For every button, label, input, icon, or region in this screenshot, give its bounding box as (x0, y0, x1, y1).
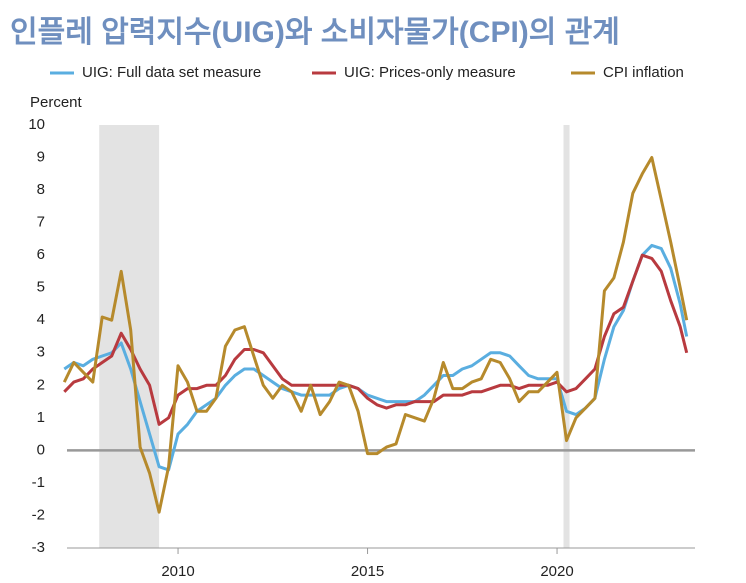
y-tick-label: 4 (37, 311, 45, 328)
y-tick-label: 7 (37, 214, 45, 231)
legend-label: UIG: Prices-only measure (344, 64, 516, 81)
series-line (62, 156, 689, 514)
x-tick-label: 2010 (161, 563, 194, 580)
y-tick-label: 8 (37, 181, 45, 198)
legend-label: UIG: Full data set measure (82, 64, 261, 81)
y-tick-label: -3 (32, 539, 45, 556)
series-line (63, 253, 689, 426)
y-tick-label: 5 (37, 279, 45, 296)
x-tick-label: 2015 (351, 563, 384, 580)
y-tick-label: 3 (37, 344, 45, 361)
chart-title: 인플레 압력지수(UIG)와 소비자물가(CPI)의 관계 (10, 16, 620, 49)
x-tick-label: 2020 (540, 563, 573, 580)
y-tick-label: -1 (32, 474, 45, 491)
y-tick-label: 6 (37, 246, 45, 263)
y-tick-label: 10 (28, 116, 45, 133)
shaded-period (563, 125, 570, 548)
y-axis-label: Percent (30, 94, 83, 111)
y-tick-label: 2 (37, 376, 45, 393)
legend-label: CPI inflation (603, 64, 684, 81)
y-tick-label: 1 (37, 409, 45, 426)
y-tick-label: -2 (32, 506, 45, 523)
y-tick-label: 0 (37, 441, 45, 458)
y-tick-label: 9 (37, 149, 45, 166)
shaded-period (99, 125, 160, 548)
